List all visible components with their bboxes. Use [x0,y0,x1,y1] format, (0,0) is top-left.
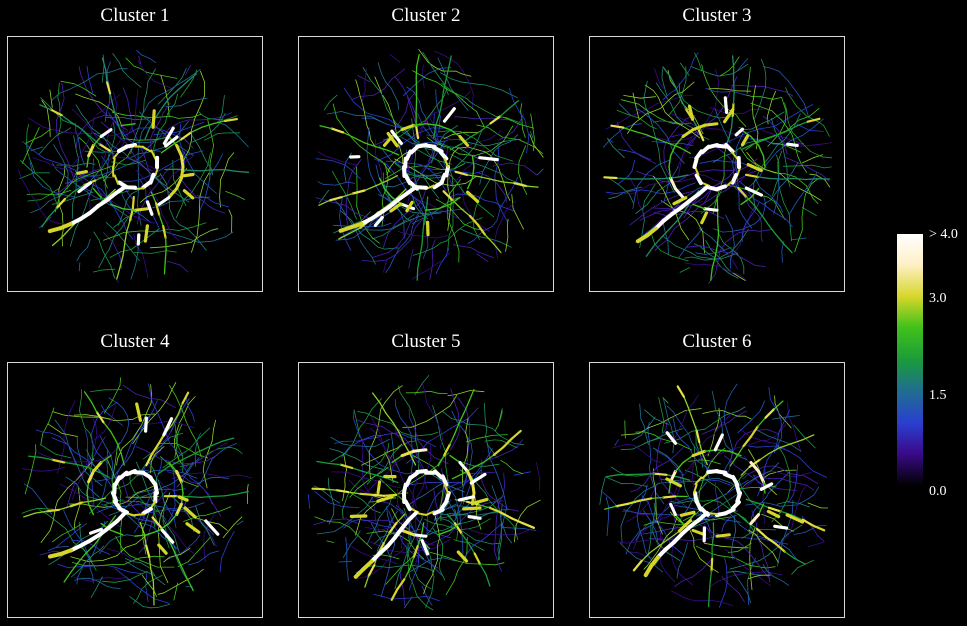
network-map-2 [315,48,544,281]
map-panel-3 [589,36,845,292]
network-map-4 [21,377,253,609]
panel-title-5: Cluster 5 [391,331,461,352]
colorbar-tick-max: > 4.0 [929,227,958,242]
map-panel-5 [298,362,554,618]
network-map-5 [307,375,541,611]
panel-title-4: Cluster 4 [100,331,170,352]
map-panel-2 [298,36,554,292]
network-map-3 [602,52,833,284]
panel-title-6: Cluster 6 [682,331,752,352]
colorbar-tick-3: 3.0 [929,291,947,306]
network-map-1 [18,49,250,283]
colorbar-tick-0: 0.0 [929,484,947,499]
panel-title-3: Cluster 3 [682,5,752,26]
map-panel-4 [7,362,263,618]
map-panel-6 [589,362,845,618]
panel-title-2: Cluster 2 [391,5,461,26]
colorbar [897,234,923,486]
map-panel-1 [7,36,263,292]
network-map-6 [599,383,829,608]
colorbar-tick-1-5: 1.5 [929,388,947,403]
panel-title-1: Cluster 1 [100,5,170,26]
